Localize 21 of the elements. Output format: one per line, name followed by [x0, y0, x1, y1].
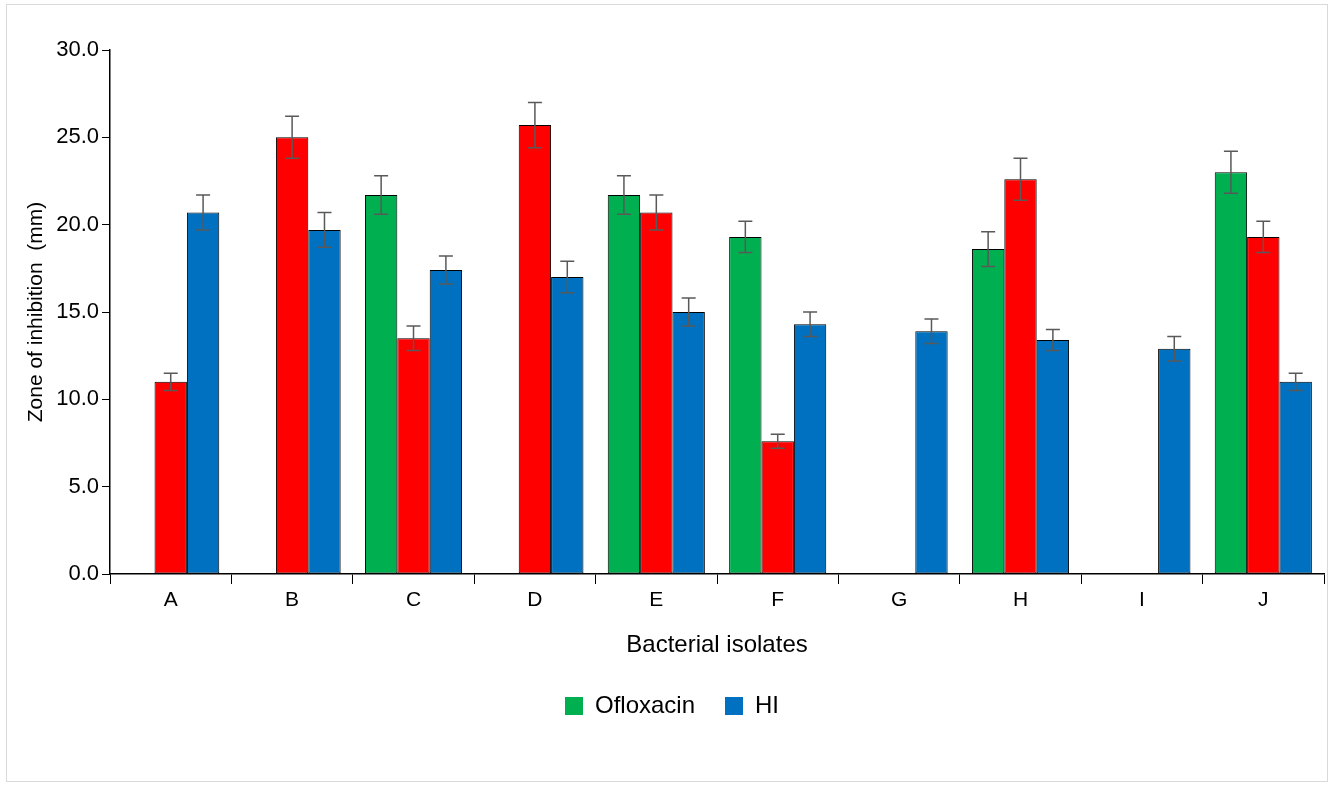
x-tick-label: D: [527, 587, 543, 611]
x-axis-title: Bacterial isolates: [626, 630, 808, 658]
y-tick-label: 30.0: [56, 36, 100, 62]
x-tick-label: F: [771, 587, 785, 611]
x-tick-label: G: [890, 587, 908, 611]
x-tick-label: I: [1138, 587, 1145, 611]
y-tick-label: 0.0: [68, 560, 100, 586]
legend-label: Ofloxacin: [594, 690, 696, 718]
x-tick-label: E: [649, 587, 664, 611]
y-tick-label: 15.0: [56, 298, 100, 324]
legend-label: HI: [755, 690, 780, 718]
y-tick-label: 10.0: [56, 385, 100, 411]
x-tick-label: A: [163, 587, 178, 611]
x-tick-label: C: [405, 587, 422, 611]
x-tick-label: J: [1258, 587, 1269, 611]
y-tick-label: 20.0: [56, 210, 100, 236]
y-tick-label: 25.0: [56, 123, 100, 149]
y-axis-title: Zone of inhibition (mm): [23, 201, 47, 423]
x-tick-label: H: [1012, 587, 1029, 611]
x-tick-label: B: [285, 587, 300, 611]
y-tick-label: 5.0: [68, 472, 100, 498]
